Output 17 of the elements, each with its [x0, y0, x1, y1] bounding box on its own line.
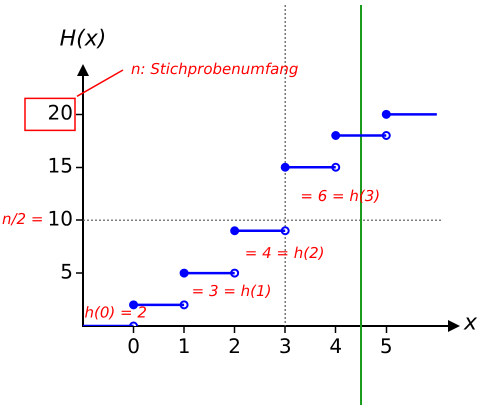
y-tick-label: 5: [60, 259, 73, 284]
annotation: h(0) = 2: [84, 304, 147, 322]
annotation: = 4 = h(2): [244, 244, 325, 262]
y-tick-label: 15: [48, 153, 73, 178]
annotation: n: Stichprobenumfang: [131, 60, 298, 78]
x-tick-label: 2: [228, 334, 242, 358]
x-axis-title: x: [463, 310, 478, 336]
x-tick-label: 4: [329, 334, 342, 358]
text: n/2 =: [2, 210, 44, 228]
x-tick-label: 3: [278, 334, 292, 358]
x-tick-label: 5: [380, 334, 393, 358]
annotation: = 3 = h(1): [192, 282, 272, 300]
y-tick-label: 20: [48, 100, 73, 125]
x-tick-label: 1: [178, 334, 190, 358]
y-tick-label: 10: [48, 206, 73, 230]
x-tick-label: 0: [127, 334, 140, 358]
y-axis-title: H(x): [60, 26, 106, 52]
